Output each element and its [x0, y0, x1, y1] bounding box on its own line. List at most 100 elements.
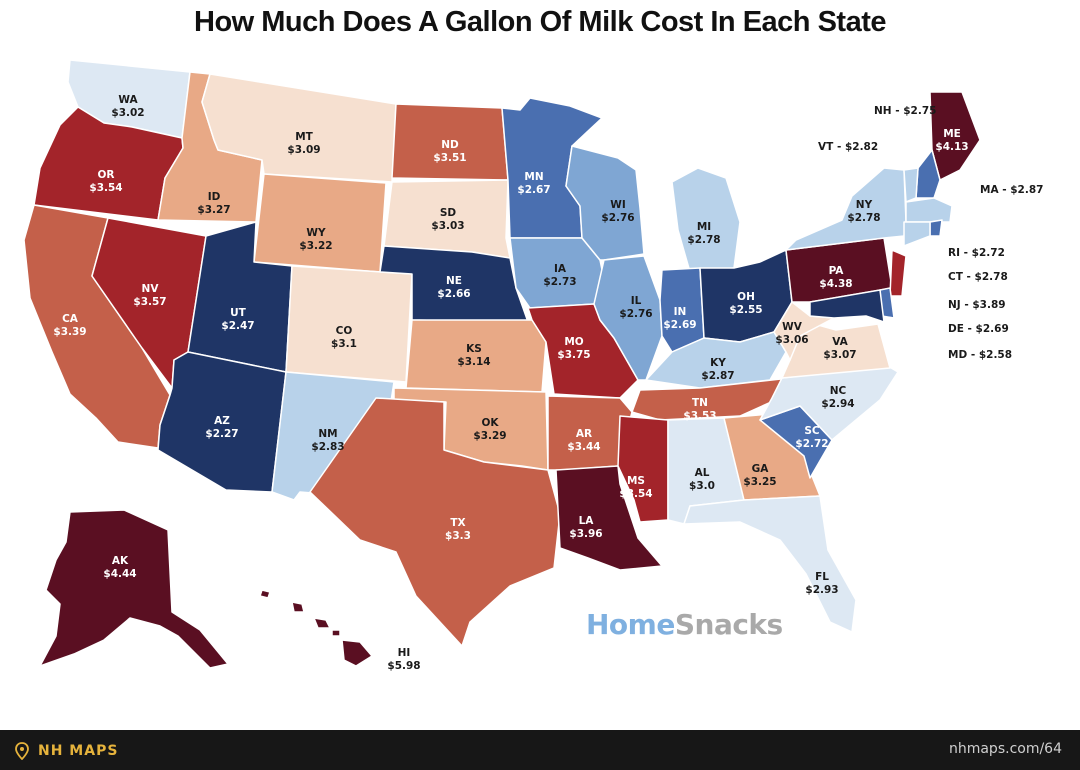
- state-price-il: $2.76: [619, 308, 652, 320]
- watermark-part1: Home: [586, 608, 675, 641]
- side-label-ct: CT - $2.78: [948, 271, 1008, 283]
- state-abbr-nd: ND: [441, 139, 459, 151]
- state-ri: [929, 219, 943, 237]
- state-ny: [785, 167, 907, 251]
- state-label-nm: NM $2.83: [311, 428, 344, 453]
- state-label-mt: MT $3.09: [287, 131, 320, 156]
- state-price-ky: $2.87: [701, 370, 734, 382]
- state-label-me: ME $4.13: [935, 128, 968, 153]
- state-price-id: $3.27: [197, 204, 230, 216]
- state-label-oh: OH $2.55: [729, 291, 762, 316]
- footer-bar: NH MAPS nhmaps.com/64: [0, 730, 1080, 770]
- state-price-tn: $3.53: [683, 410, 716, 422]
- state-wy: [253, 173, 387, 273]
- state-abbr-tx: TX: [450, 517, 465, 529]
- state-abbr-wy: WY: [306, 227, 326, 239]
- state-price-ia: $2.73: [543, 276, 576, 288]
- state-price-mt: $3.09: [287, 144, 320, 156]
- state-abbr-nv: NV: [142, 283, 160, 295]
- side-label-ma: MA - $2.87: [980, 184, 1043, 196]
- state-hi: [341, 639, 373, 667]
- state-abbr-ky: KY: [710, 357, 726, 369]
- state-fl: [683, 495, 857, 633]
- state-price-ny: $2.78: [847, 212, 880, 224]
- state-abbr-ak: AK: [112, 555, 129, 567]
- state-sd: [383, 179, 511, 259]
- state-price-ar: $3.44: [567, 441, 600, 453]
- state-price-mn: $2.67: [517, 184, 550, 196]
- state-abbr-ks: KS: [466, 343, 482, 355]
- state-label-az: AZ $2.27: [205, 415, 238, 440]
- state-label-tn: TN $3.53: [683, 397, 716, 422]
- state-label-ak: AK $4.44: [103, 555, 136, 580]
- state-price-wy: $3.22: [299, 240, 332, 252]
- footer-brand-label: NH MAPS: [38, 743, 119, 759]
- state-label-id: ID $3.27: [197, 191, 230, 216]
- state-label-or: OR $3.54: [89, 169, 122, 194]
- state-label-ny: NY $2.78: [847, 199, 880, 224]
- state-co: [285, 265, 413, 383]
- state-abbr-in: IN: [674, 306, 687, 318]
- state-label-ca: CA $3.39: [53, 313, 86, 338]
- state-nc: [759, 365, 899, 441]
- state-tx: [309, 397, 561, 647]
- state-abbr-ga: GA: [752, 463, 770, 475]
- state-price-wi: $2.76: [601, 212, 634, 224]
- state-label-la: LA $3.96: [569, 515, 602, 540]
- state-price-fl: $2.93: [805, 584, 838, 596]
- state-la: [555, 465, 663, 571]
- state-abbr-ia: IA: [554, 263, 567, 275]
- state-price-nv: $3.57: [133, 296, 166, 308]
- state-price-ca: $3.39: [53, 326, 86, 338]
- map-title: How Much Does A Gallon Of Milk Cost In E…: [194, 6, 887, 38]
- footer-brand[interactable]: NH MAPS: [14, 742, 118, 760]
- footer-url[interactable]: nhmaps.com/64: [948, 741, 1062, 757]
- state-abbr-ar: AR: [576, 428, 592, 440]
- state-price-wa: $3.02: [111, 107, 144, 119]
- state-abbr-wv: WV: [782, 321, 803, 333]
- state-label-ky: KY $2.87: [701, 357, 734, 382]
- state-label-co: CO $3.1: [331, 325, 357, 350]
- state-abbr-co: CO: [336, 325, 353, 337]
- state-price-mi: $2.78: [687, 234, 720, 246]
- state-label-wa: WA $3.02: [111, 94, 144, 119]
- state-label-ar: AR $3.44: [567, 428, 600, 453]
- state-abbr-ny: NY: [856, 199, 873, 211]
- state-abbr-ne: NE: [446, 275, 462, 287]
- state-label-ga: GA $3.25: [743, 463, 776, 488]
- side-label-md: MD - $2.58: [948, 349, 1012, 361]
- state-price-nm: $2.83: [311, 441, 344, 453]
- state-price-pa: $4.38: [819, 278, 852, 290]
- state-label-pa: PA $4.38: [819, 265, 852, 290]
- state-abbr-me: ME: [943, 128, 961, 140]
- homesnacks-watermark: HomeSnacks: [586, 608, 783, 641]
- state-price-mo: $3.75: [557, 349, 590, 361]
- state-md: [809, 289, 885, 323]
- state-price-va: $3.07: [823, 349, 856, 361]
- state-label-wy: WY $3.22: [299, 227, 332, 252]
- state-abbr-id: ID: [208, 191, 221, 203]
- state-abbr-sd: SD: [440, 207, 457, 219]
- state-price-or: $3.54: [89, 182, 122, 194]
- state-label-tx: TX $3.3: [445, 517, 471, 542]
- state-label-mn: MN $2.67: [517, 171, 550, 196]
- state-label-ia: IA $2.73: [543, 263, 576, 288]
- state-abbr-nm: NM: [318, 428, 337, 440]
- state-abbr-or: OR: [97, 169, 114, 181]
- state-label-nv: NV $3.57: [133, 283, 166, 308]
- side-label-ri: RI - $2.72: [948, 247, 1005, 259]
- state-label-wi: WI $2.76: [601, 199, 634, 224]
- side-label-de: DE - $2.69: [948, 323, 1009, 335]
- state-price-ks: $3.14: [457, 356, 490, 368]
- state-hi-island-2: [291, 601, 305, 613]
- state-abbr-ms: MS: [627, 475, 645, 487]
- state-abbr-tn: TN: [692, 397, 708, 409]
- state-label-al: AL $3.0: [689, 467, 715, 492]
- state-price-nd: $3.51: [433, 152, 466, 164]
- state-price-az: $2.27: [205, 428, 238, 440]
- side-label-vt: VT - $2.82: [818, 141, 878, 153]
- state-price-wv: $3.06: [775, 334, 808, 346]
- state-il: [593, 255, 663, 381]
- state-abbr-ca: CA: [62, 313, 79, 325]
- state-abbr-ok: OK: [481, 417, 499, 429]
